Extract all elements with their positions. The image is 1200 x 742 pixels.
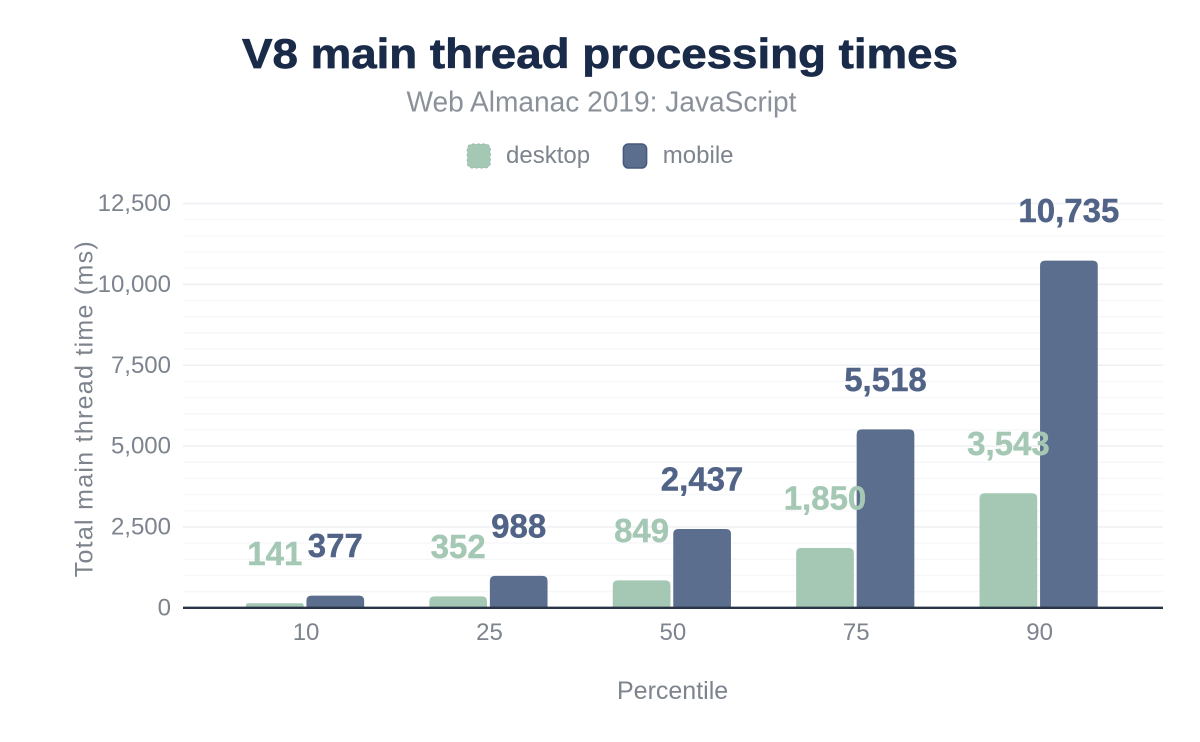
svg-text:90: 90 bbox=[1026, 619, 1053, 646]
svg-text:75: 75 bbox=[843, 619, 870, 646]
svg-text:3,543: 3,543 bbox=[967, 425, 1050, 462]
svg-text:141: 141 bbox=[247, 535, 302, 572]
svg-text:10,735: 10,735 bbox=[1018, 192, 1119, 229]
svg-text:377: 377 bbox=[308, 527, 363, 564]
svg-text:5,518: 5,518 bbox=[844, 361, 927, 398]
svg-text:mobile: mobile bbox=[663, 142, 734, 169]
svg-text:7,500: 7,500 bbox=[111, 352, 171, 379]
svg-text:V8 main thread processing time: V8 main thread processing times bbox=[242, 30, 958, 77]
svg-text:988: 988 bbox=[491, 507, 546, 544]
svg-text:849: 849 bbox=[614, 512, 669, 549]
svg-text:50: 50 bbox=[659, 619, 686, 646]
svg-text:5,000: 5,000 bbox=[111, 433, 171, 460]
svg-text:desktop: desktop bbox=[506, 142, 590, 169]
svg-text:352: 352 bbox=[431, 528, 486, 565]
svg-text:25: 25 bbox=[476, 619, 503, 646]
svg-text:Web Almanac 2019: JavaScript: Web Almanac 2019: JavaScript bbox=[407, 87, 797, 119]
svg-text:2,500: 2,500 bbox=[111, 514, 171, 541]
svg-text:Total main thread time (ms): Total main thread time (ms) bbox=[70, 241, 98, 577]
svg-text:10,000: 10,000 bbox=[98, 271, 171, 298]
svg-text:2,437: 2,437 bbox=[661, 461, 744, 498]
svg-text:12,500: 12,500 bbox=[98, 190, 171, 217]
svg-text:10: 10 bbox=[293, 619, 320, 646]
svg-text:Percentile: Percentile bbox=[617, 677, 728, 705]
svg-text:1,850: 1,850 bbox=[784, 480, 867, 517]
svg-text:0: 0 bbox=[158, 594, 171, 621]
